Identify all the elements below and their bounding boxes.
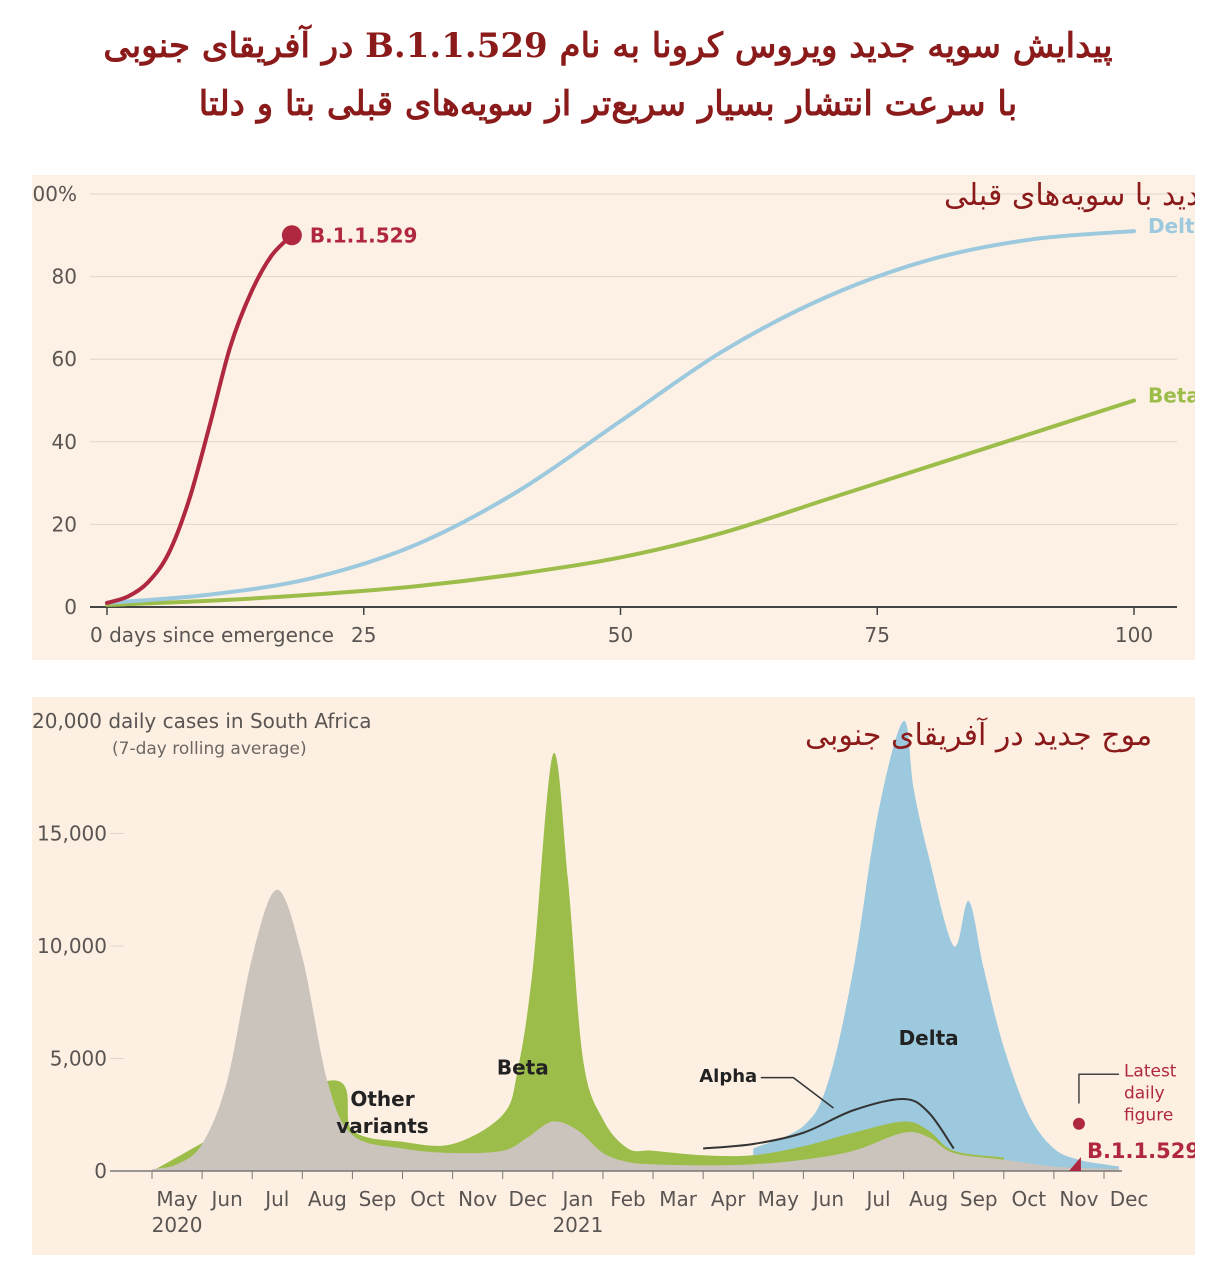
x-month-label: Nov [1059, 1187, 1098, 1211]
headline-line-1: پیدایش سویه جدید ویروس کرونا به نام B.1.… [103, 26, 1113, 66]
label-b11529: B.1.1.529 [1087, 1139, 1195, 1163]
x-month-label: Aug [909, 1187, 948, 1211]
x-month-label: Feb [610, 1187, 645, 1211]
label-latest-line: daily [1124, 1084, 1165, 1104]
variant-comparison-chart-panel: 100% 80 60 40 20 0 0 days since emergence 25 50 7… [20, 175, 1216, 660]
label-latest-line: figure [1124, 1106, 1173, 1126]
label-delta: Delta [899, 1026, 959, 1050]
chart2-subtitle: (7-day rolling average) [112, 739, 307, 759]
x-month-label: Sep [960, 1187, 998, 1211]
x-tick-label: 0 days since emergence [90, 623, 334, 647]
y-tick-label: 10,000 [37, 934, 107, 958]
x-tick-label: 25 [351, 623, 376, 647]
x-year-label: 2020 [152, 1213, 203, 1237]
area-other-variants [152, 889, 1120, 1171]
y-tick-label: 100% [32, 182, 77, 206]
area-delta [753, 720, 1120, 1171]
label-other-variants: Other variants [336, 1087, 428, 1138]
y-tick-label: 80 [52, 265, 77, 289]
x-month-label: Oct [410, 1187, 445, 1211]
x-month-label: Jan [560, 1187, 593, 1211]
label-other-variants-line: Other [350, 1087, 414, 1111]
y-tick-label: 20 [52, 512, 77, 536]
x-month-label: Oct [1012, 1187, 1047, 1211]
series-line-beta [105, 398, 1136, 607]
x-year-label: 2021 [552, 1213, 603, 1237]
x-month-label: Nov [458, 1187, 497, 1211]
x-month-label: Jun [210, 1187, 243, 1211]
label-latest-line: Latest [1124, 1062, 1177, 1082]
series-line-alpha [703, 1097, 955, 1150]
b11529-area [1068, 1157, 1081, 1171]
x-month-label: Jul [263, 1187, 289, 1211]
alpha-leader-line [760, 1076, 834, 1109]
series-endpoint-dot [281, 225, 302, 246]
daily-cases-chart: 15,000 10,000 5,000 0 May Jun Jul Aug Sep Oct Nov D… [32, 709, 1200, 1237]
y-tick-label: 15,000 [37, 822, 107, 846]
series-line-b11529 [105, 233, 294, 605]
headline-line-2: با سرعت انتشار بسیار سریع‌تر از سویه‌های… [198, 84, 1018, 124]
label-latest-daily-figure: Latest daily figure [1124, 1062, 1177, 1126]
latest-figure-leader [1078, 1073, 1119, 1104]
series-label-beta: Beta [1148, 384, 1195, 408]
x-tick-label: 50 [608, 623, 633, 647]
x-month-label: Dec [508, 1187, 547, 1211]
x-month-label: May [156, 1187, 198, 1211]
x-tick-label: 75 [865, 623, 890, 647]
series-label-b11529: B.1.1.529 [310, 223, 418, 247]
x-month-label: Sep [359, 1187, 397, 1211]
chart1-annotation: مقایسه سرعت شیوع سویه جدید با سویه‌های ق… [944, 178, 1195, 213]
chart2-title: 20,000 daily cases in South Africa [32, 709, 371, 733]
latest-figure-dot [1072, 1117, 1085, 1130]
x-month-label: Mar [659, 1187, 698, 1211]
daily-cases-chart-panel: 15,000 10,000 5,000 0 May Jun Jul Aug Sep Oct Nov D… [32, 697, 1200, 1255]
label-other-variants-line: variants [336, 1114, 428, 1138]
y-tick-label: 0 [64, 595, 77, 619]
x-tick-label: 100 [1115, 623, 1153, 647]
y-tick-label: 5,000 [50, 1047, 107, 1071]
series-label-delta: Delta [1148, 214, 1195, 238]
y-tick-label: 0 [94, 1159, 107, 1183]
y-tick-label: 40 [52, 430, 77, 454]
chart2-annotation: موج جدید در آفریقای جنوبی [805, 717, 1152, 753]
x-month-label: Apr [711, 1187, 746, 1211]
label-beta: Beta [497, 1055, 549, 1079]
x-month-label: Jun [811, 1187, 844, 1211]
variant-comparison-chart: 100% 80 60 40 20 0 0 days since emergence 25 50 7… [20, 178, 1216, 647]
x-month-label: Aug [308, 1187, 347, 1211]
x-month-label: Jul [864, 1187, 890, 1211]
x-month-label: Dec [1110, 1187, 1149, 1211]
x-month-label: May [758, 1187, 800, 1211]
y-tick-label: 60 [52, 347, 77, 371]
series-line-delta [105, 229, 1136, 605]
label-alpha: Alpha [699, 1066, 757, 1087]
